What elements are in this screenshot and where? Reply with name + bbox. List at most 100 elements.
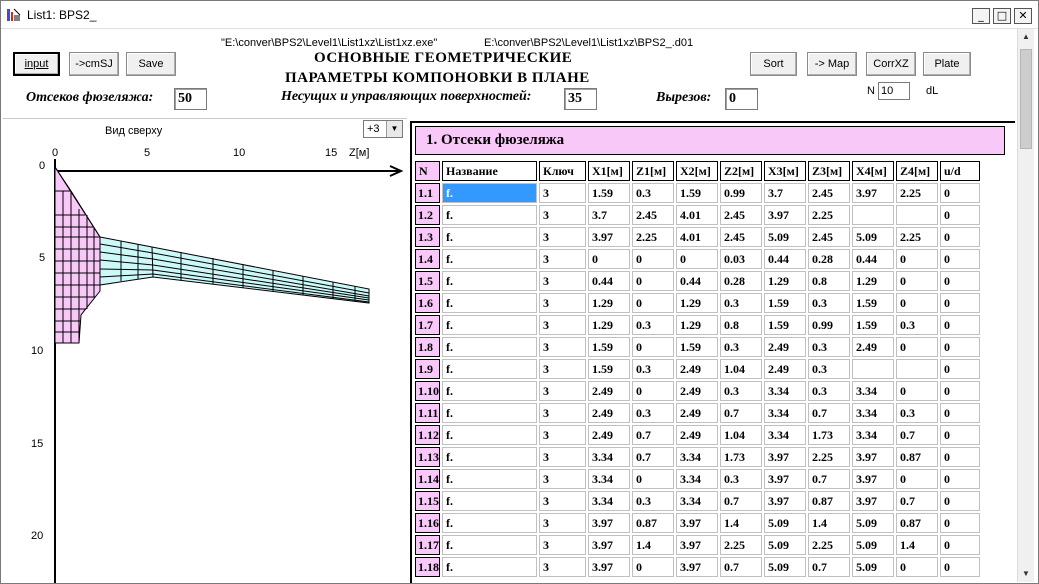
table-cell[interactable]: 0.7: [896, 491, 938, 511]
table-cell[interactable]: 3.7: [764, 183, 806, 203]
table-cell[interactable]: 3.97: [852, 491, 894, 511]
table-cell[interactable]: 3: [539, 403, 586, 423]
table-cell[interactable]: f.: [442, 315, 537, 335]
table-cell[interactable]: 2.49: [676, 381, 718, 401]
view-select[interactable]: +3 ▼: [363, 120, 403, 138]
table-cell[interactable]: 3: [539, 535, 586, 555]
table-cell[interactable]: 0: [896, 249, 938, 269]
table-cell[interactable]: 0: [940, 381, 980, 401]
table-cell[interactable]: 2.45: [720, 227, 762, 247]
table-cell[interactable]: 0.7: [720, 403, 762, 423]
table-cell[interactable]: 1.59: [852, 293, 894, 313]
table-cell[interactable]: 0.3: [632, 491, 674, 511]
input-button[interactable]: input: [13, 52, 60, 76]
table-cell[interactable]: 2.49: [764, 337, 806, 357]
row-number[interactable]: 1.14: [415, 469, 440, 489]
table-cell[interactable]: 0.3: [720, 337, 762, 357]
table-cell[interactable]: 1.29: [676, 315, 718, 335]
table-cell[interactable]: 2.25: [896, 183, 938, 203]
table-cell[interactable]: 3.97: [676, 557, 718, 577]
table-cell[interactable]: 1.59: [676, 337, 718, 357]
table-cell[interactable]: 0.8: [720, 315, 762, 335]
table-cell[interactable]: 3: [539, 513, 586, 533]
table-cell[interactable]: 3: [539, 469, 586, 489]
table-cell[interactable]: 3.97: [588, 227, 630, 247]
table-cell[interactable]: 3.34: [588, 447, 630, 467]
table-cell[interactable]: 0: [940, 183, 980, 203]
table-cell[interactable]: 0.44: [852, 249, 894, 269]
table-cell[interactable]: [852, 205, 894, 225]
table-cell[interactable]: 1.04: [720, 425, 762, 445]
table-cell[interactable]: 3.97: [676, 535, 718, 555]
table-cell[interactable]: 1.04: [720, 359, 762, 379]
table-cell[interactable]: f.: [442, 469, 537, 489]
table-cell[interactable]: 3.34: [852, 381, 894, 401]
table-cell[interactable]: 2.45: [720, 205, 762, 225]
row-number[interactable]: 1.16: [415, 513, 440, 533]
table-cell[interactable]: 5.09: [852, 513, 894, 533]
table-cell[interactable]: 0.87: [632, 513, 674, 533]
table-cell[interactable]: 1.59: [764, 315, 806, 335]
table-cell[interactable]: 3.97: [588, 535, 630, 555]
close-button[interactable]: ✕: [1014, 8, 1032, 24]
table-cell[interactable]: 3: [539, 293, 586, 313]
table-cell[interactable]: f.: [442, 381, 537, 401]
table-cell[interactable]: 0: [632, 249, 674, 269]
scroll-down-icon[interactable]: ▼: [1022, 569, 1030, 578]
surfaces-count-input[interactable]: 35: [564, 88, 597, 110]
table-cell[interactable]: 3.34: [676, 491, 718, 511]
table-cell[interactable]: 3.97: [588, 557, 630, 577]
table-cell[interactable]: f.: [442, 293, 537, 313]
table-cell[interactable]: f.: [442, 271, 537, 291]
table-cell[interactable]: 1.4: [720, 513, 762, 533]
table-cell[interactable]: 0: [588, 249, 630, 269]
table-cell[interactable]: 3.97: [764, 491, 806, 511]
table-cell[interactable]: 3: [539, 183, 586, 203]
table-cell[interactable]: 0.87: [808, 491, 850, 511]
table-cell[interactable]: 2.49: [588, 425, 630, 445]
table-cell[interactable]: 3: [539, 557, 586, 577]
table-cell[interactable]: 3.34: [852, 425, 894, 445]
table-cell[interactable]: 5.09: [764, 227, 806, 247]
table-cell[interactable]: 5.09: [852, 557, 894, 577]
row-number[interactable]: 1.17: [415, 535, 440, 555]
table-cell[interactable]: f.: [442, 205, 537, 225]
table-cell[interactable]: 3.97: [852, 469, 894, 489]
row-number[interactable]: 1.10: [415, 381, 440, 401]
table-cell[interactable]: 1.4: [632, 535, 674, 555]
table-cell[interactable]: 0: [896, 557, 938, 577]
table-cell[interactable]: 0.7: [808, 403, 850, 423]
table-cell[interactable]: 5.09: [764, 557, 806, 577]
table-cell[interactable]: f.: [442, 183, 537, 203]
table-cell[interactable]: 0.3: [896, 315, 938, 335]
row-number[interactable]: 1.6: [415, 293, 440, 313]
row-number[interactable]: 1.1: [415, 183, 440, 203]
table-cell[interactable]: 0: [940, 227, 980, 247]
table-cell[interactable]: 0.3: [808, 359, 850, 379]
table-cell[interactable]: 3: [539, 315, 586, 335]
table-cell[interactable]: 0: [940, 513, 980, 533]
table-cell[interactable]: 1.59: [852, 315, 894, 335]
table-cell[interactable]: 0: [940, 535, 980, 555]
table-cell[interactable]: 0.99: [808, 315, 850, 335]
table-cell[interactable]: 0: [632, 469, 674, 489]
map-button[interactable]: -> Map: [807, 52, 857, 76]
table-cell[interactable]: 0: [940, 491, 980, 511]
table-cell[interactable]: 3.97: [676, 513, 718, 533]
row-number[interactable]: 1.9: [415, 359, 440, 379]
row-number[interactable]: 1.12: [415, 425, 440, 445]
table-cell[interactable]: f.: [442, 403, 537, 423]
table-cell[interactable]: 3.34: [676, 469, 718, 489]
table-cell[interactable]: 2.49: [852, 337, 894, 357]
table-cell[interactable]: 5.09: [852, 535, 894, 555]
cmsj-button[interactable]: ->cmSJ: [69, 52, 119, 76]
table-cell[interactable]: f.: [442, 359, 537, 379]
table-cell[interactable]: 2.45: [808, 183, 850, 203]
top-view-plot[interactable]: 0 5 10 15 Z[м] 0 5 10 15 20: [3, 119, 407, 584]
table-cell[interactable]: 2.25: [896, 227, 938, 247]
table-cell[interactable]: 1.59: [676, 183, 718, 203]
table-cell[interactable]: 4.01: [676, 227, 718, 247]
table-cell[interactable]: 0.7: [896, 425, 938, 445]
table-cell[interactable]: 3.34: [764, 403, 806, 423]
table-cell[interactable]: 0: [632, 381, 674, 401]
